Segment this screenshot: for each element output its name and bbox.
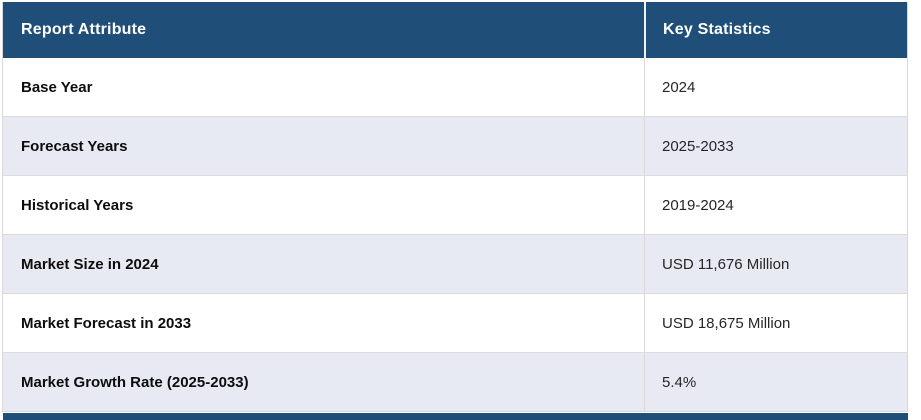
attribute-label: Market Growth Rate (2025-2033) [21, 373, 249, 391]
attribute-label: Forecast Years [21, 137, 128, 155]
value-label: 5.4% [662, 373, 697, 391]
column-header-label: Report Attribute [21, 21, 147, 38]
value-cell: 5.4% [644, 353, 907, 411]
value-cell: USD 11,676 Million [644, 235, 907, 293]
attribute-cell: Historical Years [3, 176, 644, 234]
attribute-cell: Market Growth Rate (2025-2033) [3, 353, 644, 411]
attribute-label: Base Year [21, 78, 93, 96]
value-label: 2025-2033 [662, 137, 734, 155]
table-row-market-size-2024: Market Size in 2024 USD 11,676 Million [3, 235, 907, 294]
table-row-forecast-years: Forecast Years 2025-2033 [3, 117, 907, 176]
value-cell: 2024 [644, 58, 907, 116]
attribute-cell: Forecast Years [3, 117, 644, 175]
value-label: USD 18,675 Million [662, 314, 791, 332]
attribute-cell: Market Size in 2024 [3, 235, 644, 293]
value-cell: USD 18,675 Million [644, 294, 907, 352]
value-cell: 2025-2033 [644, 117, 907, 175]
table-header-row: Report Attribute Key Statistics [3, 2, 907, 58]
value-label: 2019-2024 [662, 196, 734, 214]
header-cell-key-statistics: Key Statistics [644, 2, 907, 58]
attribute-label: Market Size in 2024 [21, 255, 159, 273]
attribute-cell: Market Forecast in 2033 [3, 294, 644, 352]
value-label: USD 11,676 Million [662, 255, 790, 273]
attribute-cell: Base Year [3, 58, 644, 116]
column-header-label: Key Statistics [663, 21, 771, 38]
header-cell-report-attribute: Report Attribute [3, 2, 644, 58]
table-row-base-year: Base Year 2024 [3, 58, 907, 117]
table-row-market-forecast-2033: Market Forecast in 2033 USD 18,675 Milli… [3, 294, 907, 353]
table-row-market-growth-rate: Market Growth Rate (2025-2033) 5.4% [3, 353, 907, 411]
attribute-label: Market Forecast in 2033 [21, 314, 192, 332]
report-statistics-table: Report Attribute Key Statistics Base Yea… [2, 2, 908, 412]
value-label: 2024 [662, 78, 696, 96]
attribute-label: Historical Years [21, 196, 134, 214]
value-cell: 2019-2024 [644, 176, 907, 234]
table-row-historical-years: Historical Years 2019-2024 [3, 176, 907, 235]
next-table-header-edge [3, 413, 908, 420]
